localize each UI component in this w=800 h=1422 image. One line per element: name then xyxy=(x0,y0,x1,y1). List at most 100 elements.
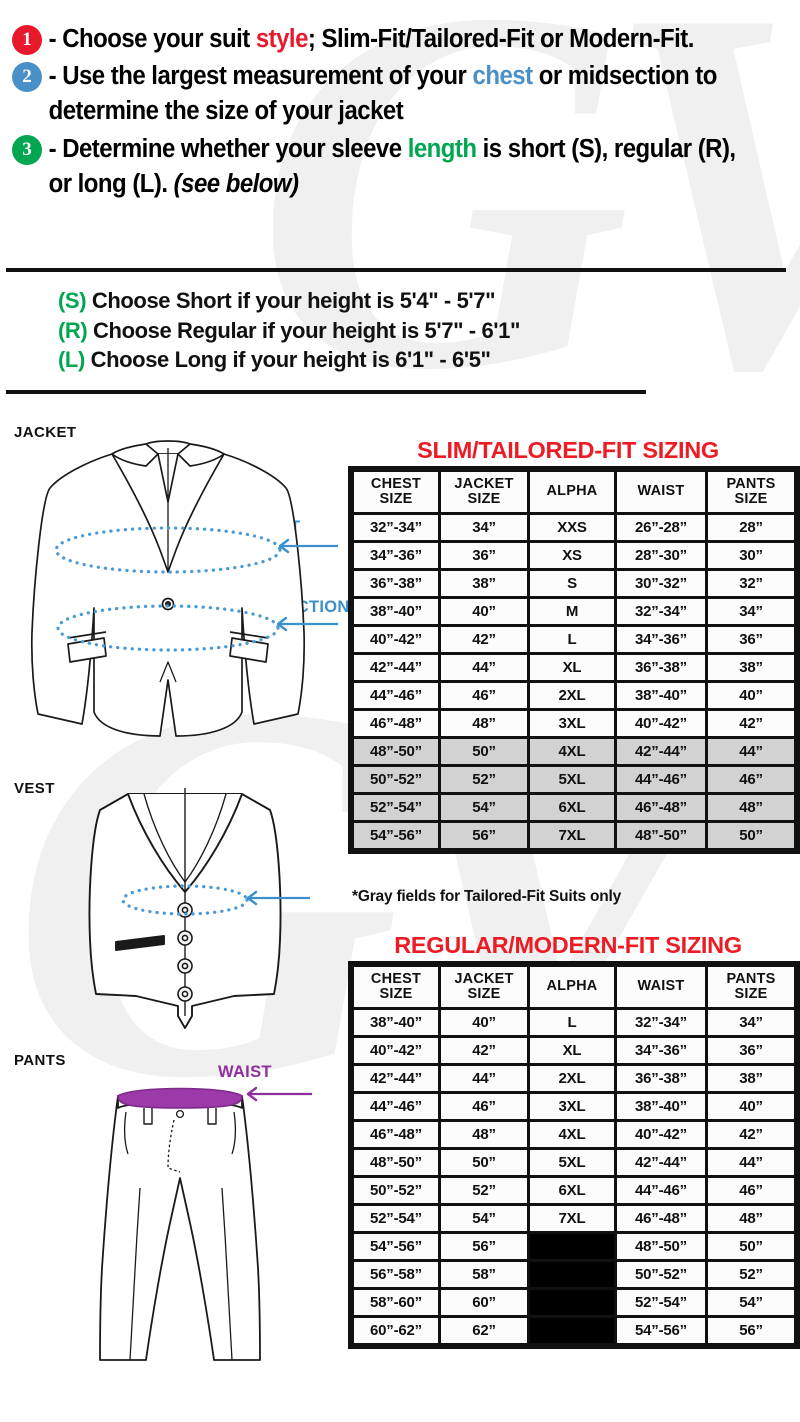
cell-chest: 42”-44” xyxy=(354,1066,438,1091)
instruction-text: - Choose your suit style; Slim-Fit/Tailo… xyxy=(48,25,695,53)
cell-chest: 46”-48” xyxy=(354,1122,438,1147)
table-row: 38”-40” 40” M 32”-34” 34” xyxy=(354,599,794,624)
cell-jacket: 42” xyxy=(441,1038,527,1063)
table-row: 50”-52” 52” 6XL 44”-46” 46” xyxy=(354,1178,794,1203)
pants-label: PANTS xyxy=(14,1052,66,1069)
table-row: 46”-48” 48” 3XL 40”-42” 42” xyxy=(354,711,794,736)
cell-waist: 46”-48” xyxy=(617,795,705,820)
column-header-pants: PANTS SIZE xyxy=(708,472,794,512)
cell-waist: 34”-36” xyxy=(617,1038,705,1063)
table-row: 52”-54” 54” 6XL 46”-48” 48” xyxy=(354,795,794,820)
cell-waist: 46”-48” xyxy=(617,1206,705,1231)
cell-waist: 28”-30” xyxy=(617,543,705,568)
cell-chest: 50”-52” xyxy=(354,1178,438,1203)
cell-chest: 38”-40” xyxy=(354,599,438,624)
cell-alpha: XL xyxy=(530,1038,614,1063)
table-row: 48”-50” 50” 4XL 42”-44” 44” xyxy=(354,739,794,764)
cell-waist: 52”-54” xyxy=(617,1290,705,1315)
cell-waist: 34”-36” xyxy=(617,627,705,652)
cell-chest: 54”-56” xyxy=(354,1234,438,1259)
table-row: 38”-40” 40” L 32”-34” 34” xyxy=(354,1010,794,1035)
cell-alpha xyxy=(530,1234,614,1259)
cell-pants: 38” xyxy=(708,1066,794,1091)
instruction-text: - Use the largest measurement of your ch… xyxy=(48,62,718,91)
cell-pants: 30” xyxy=(708,543,794,568)
table-row: 60”-62” 62” 54”-56” 56” xyxy=(354,1318,794,1343)
column-header-jacket: JACKET SIZE xyxy=(441,967,527,1007)
cell-pants: 36” xyxy=(708,627,794,652)
cell-jacket: 40” xyxy=(441,1010,527,1035)
table-row: 42”-44” 44” XL 36”-38” 38” xyxy=(354,655,794,680)
cell-jacket: 60” xyxy=(441,1290,527,1315)
cell-chest: 48”-50” xyxy=(354,1150,438,1175)
cell-jacket: 62” xyxy=(441,1318,527,1343)
cell-alpha: 3XL xyxy=(530,711,614,736)
cell-pants: 46” xyxy=(708,1178,794,1203)
table-row: 52”-54” 54” 7XL 46”-48” 48” xyxy=(354,1206,794,1231)
instructions-list: 1- Choose your suit style; Slim-Fit/Tail… xyxy=(12,22,792,204)
column-header-pants: PANTS SIZE xyxy=(708,967,794,1007)
cell-pants: 50” xyxy=(708,1234,794,1259)
cell-chest: 56”-58” xyxy=(354,1262,438,1287)
cell-waist: 26”-28” xyxy=(617,515,705,540)
table-row: 58”-60” 60” 52”-54” 54” xyxy=(354,1290,794,1315)
cell-alpha: 4XL xyxy=(530,739,614,764)
watermark-logo-top: GV xyxy=(255,0,800,477)
cell-waist: 50”-52” xyxy=(617,1262,705,1287)
slim-tailored-fit-title: SLIM/TAILORED-FIT SIZING xyxy=(417,437,719,463)
cell-alpha xyxy=(530,1262,614,1287)
cell-pants: 34” xyxy=(708,1010,794,1035)
column-header-jacket: JACKET SIZE xyxy=(441,472,527,512)
pants-illustration-icon xyxy=(99,1086,312,1361)
instruction-text: - Determine whether your sleeve length i… xyxy=(48,134,737,163)
instruction-text-continued: determine the size of your jacket xyxy=(48,97,404,126)
cell-alpha: L xyxy=(530,1010,614,1035)
cell-pants: 36” xyxy=(708,1038,794,1063)
table-row: 44”-46” 46” 2XL 38”-40” 40” xyxy=(354,683,794,708)
column-header-alpha: ALPHA xyxy=(530,967,614,1007)
cell-waist: 32”-34” xyxy=(617,1010,705,1035)
cell-pants: 38” xyxy=(708,655,794,680)
cell-waist: 48”-50” xyxy=(617,1234,705,1259)
cell-jacket: 54” xyxy=(441,1206,527,1231)
cell-jacket: 56” xyxy=(441,1234,527,1259)
cell-chest: 58”-60” xyxy=(354,1290,438,1315)
regular-modern-fit-table: CHEST SIZE JACKET SIZE ALPHA WAIST PANTS SIZE 38… xyxy=(348,961,800,1349)
cell-chest: 42”-44” xyxy=(354,655,438,680)
cell-jacket: 56” xyxy=(441,823,527,848)
step-number-badge: 2 xyxy=(12,62,42,93)
cell-pants: 40” xyxy=(708,683,794,708)
cell-pants: 54” xyxy=(708,1290,794,1315)
cell-chest: 54”-56” xyxy=(354,823,438,848)
cell-jacket: 48” xyxy=(441,1122,527,1147)
cell-chest: 48”-50” xyxy=(354,739,438,764)
cell-jacket: 36” xyxy=(441,543,527,568)
cell-chest: 52”-54” xyxy=(354,795,438,820)
cell-pants: 40” xyxy=(708,1094,794,1119)
table-row: 44”-46” 46” 3XL 38”-40” 40” xyxy=(354,1094,794,1119)
cell-pants: 44” xyxy=(708,1150,794,1175)
cell-jacket: 46” xyxy=(441,1094,527,1119)
cell-pants: 44” xyxy=(708,739,794,764)
table-row: 54”-56” 56” 48”-50” 50” xyxy=(354,1234,794,1259)
cell-chest: 44”-46” xyxy=(354,1094,438,1119)
cell-pants: 46” xyxy=(708,767,794,792)
table-row: 34”-36” 36” XS 28”-30” 30” xyxy=(354,543,794,568)
cell-pants: 42” xyxy=(708,711,794,736)
cell-waist: 48”-50” xyxy=(617,823,705,848)
cell-jacket: 52” xyxy=(441,767,527,792)
cell-alpha: S xyxy=(530,571,614,596)
cell-pants: 28” xyxy=(708,515,794,540)
table-row: 56”-58” 58” 50”-52” 52” xyxy=(354,1262,794,1287)
cell-chest: 40”-42” xyxy=(354,1038,438,1063)
height-guide-row-2: (L) Choose Long if your height is 6'1" -… xyxy=(58,347,491,373)
height-guide-key: (R) xyxy=(58,317,88,343)
cell-chest: 50”-52” xyxy=(354,767,438,792)
divider-bottom xyxy=(6,390,646,394)
cell-pants: 48” xyxy=(708,1206,794,1231)
pants-waist-measure-label: WAIST xyxy=(218,1063,272,1081)
cell-jacket: 54” xyxy=(441,795,527,820)
cell-pants: 48” xyxy=(708,795,794,820)
cell-jacket: 34” xyxy=(441,515,527,540)
cell-alpha: XS xyxy=(530,543,614,568)
